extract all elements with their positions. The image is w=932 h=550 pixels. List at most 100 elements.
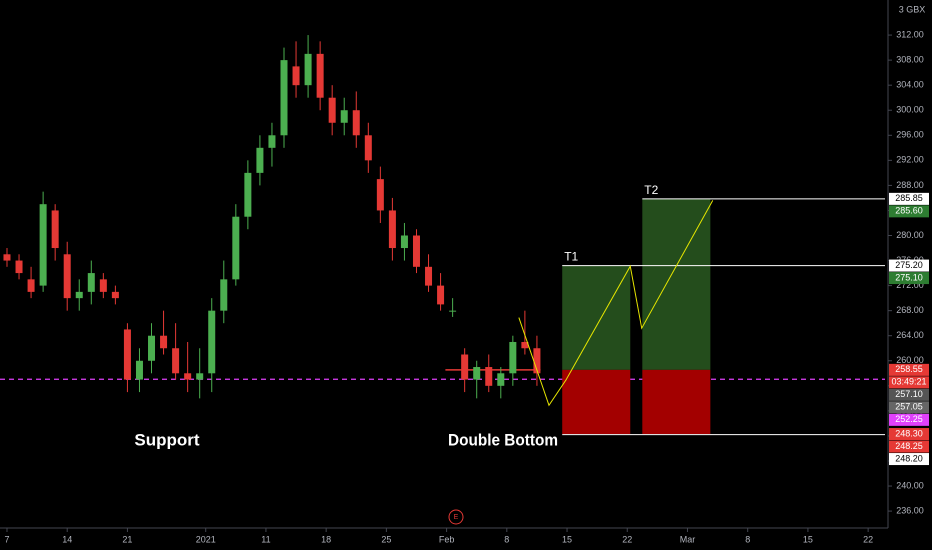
price-tag [889,428,929,441]
y-tick-label: 296.00 [896,130,924,140]
candle-body [39,204,47,286]
x-tick-label: 18 [321,534,331,544]
price-tag-label: 252.25 [895,414,923,424]
candle-body [99,279,107,292]
y-tick-label: 304.00 [896,80,924,90]
profit-zone [562,265,631,370]
price-tag [889,205,929,218]
x-tick-label: 15 [562,534,572,544]
x-tick-label: Mar [680,534,696,544]
price-tag-label: 248.20 [895,453,923,463]
candle-body [232,216,240,280]
candle-body [220,279,228,311]
price-tag [889,192,929,205]
candle-body [449,310,457,312]
price-tag [889,453,929,466]
candle-body [184,373,192,380]
candle-body [509,341,517,374]
x-tick-label: 7 [4,534,9,544]
price-tag [889,440,929,453]
price-tag [889,272,929,285]
x-tick-label: 8 [504,534,509,544]
price-tag-label: 275.10 [895,272,923,282]
candle-body [364,135,372,161]
annotation: Support [134,430,199,449]
candle-body [473,367,481,380]
candle-body [292,66,300,86]
candle-body [196,373,204,380]
candle-body [352,110,360,136]
candle-body [376,179,384,211]
y-tick-label: 264.00 [896,330,924,340]
price-tag-label: 03:49:21 [891,377,926,387]
candle-body [135,360,143,380]
price-tag-label: 248.25 [895,441,923,451]
candle-body [400,235,408,249]
price-tag-label: 257.05 [895,402,923,412]
candle-body [497,373,505,386]
candle-body [208,310,216,374]
candle-body [280,60,288,136]
candle-body [316,53,324,98]
y-tick-label: 280.00 [896,230,924,240]
candle-body [340,110,348,123]
y-tick-label: 240.00 [896,480,924,490]
x-tick-label: 14 [62,534,72,544]
x-tick-label: 25 [381,534,391,544]
price-tag-label: 258.55 [895,364,923,374]
candle-body [172,348,180,374]
candle-body [51,210,59,249]
earnings-marker[interactable] [448,509,464,525]
price-tag-label: 248.30 [895,428,923,438]
price-tag-label: 285.60 [895,206,923,216]
x-tick-label: 21 [122,534,132,544]
target-label: T1 [564,250,578,264]
candle-body [388,210,396,249]
x-tick-label: 15 [803,534,813,544]
price-tag-label: 257.10 [895,389,923,399]
candle-body [485,367,493,386]
x-tick-label: 2021 [196,534,216,544]
candle-body [412,235,420,267]
candle-body [123,329,131,380]
y-tick-label: 312.00 [896,29,924,39]
price-tag [889,388,929,401]
candle-body [425,266,433,286]
annotation: Double Bottom [448,430,558,449]
loss-zone [562,369,631,435]
price-tag [889,401,929,414]
projection-line [518,200,714,407]
candle-body [27,279,35,292]
y-tick-label: 300.00 [896,105,924,115]
y-tick-label: 292.00 [896,155,924,165]
candle-body [268,135,276,148]
y-tick-label: 260.00 [896,355,924,365]
candle-body [87,273,95,292]
price-tag [889,259,929,272]
currency-label: 3 GBX [899,4,926,14]
candle-body [328,97,336,123]
y-tick-label: 268.00 [896,305,924,315]
profit-zone [642,198,711,370]
candle-body [148,335,156,361]
y-tick-label: 272.00 [896,280,924,290]
loss-zone [642,369,711,435]
x-tick-label: 22 [622,534,632,544]
price-tag [889,376,929,389]
candle-body [437,285,445,305]
x-tick-label: 22 [863,534,873,544]
price-tag [889,363,929,376]
price-tag-label: 275.20 [895,260,923,270]
candle-body [256,147,264,173]
x-tick-label: 11 [261,534,270,544]
x-tick-label: Feb [439,534,455,544]
candle-body [160,335,168,349]
target-label: T2 [644,183,658,197]
candle-body [63,254,71,299]
y-tick-label: 308.00 [896,55,924,65]
candle-body [15,260,23,274]
candle-body [111,291,119,299]
candle-body [521,341,529,349]
